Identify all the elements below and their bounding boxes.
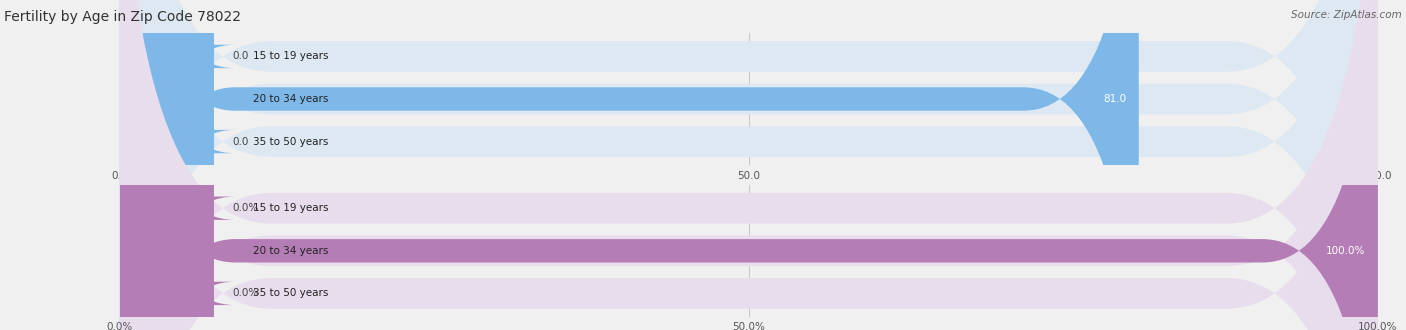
FancyBboxPatch shape xyxy=(98,0,235,330)
Text: 20 to 34 years: 20 to 34 years xyxy=(253,94,328,104)
Text: 35 to 50 years: 35 to 50 years xyxy=(253,137,328,147)
Text: 81.0: 81.0 xyxy=(1104,94,1126,104)
FancyBboxPatch shape xyxy=(120,0,1378,330)
Text: 100.0%: 100.0% xyxy=(1326,246,1365,256)
Text: 0.0%: 0.0% xyxy=(233,288,259,298)
FancyBboxPatch shape xyxy=(120,0,1378,330)
Text: 35 to 50 years: 35 to 50 years xyxy=(253,288,328,298)
FancyBboxPatch shape xyxy=(120,0,1139,330)
FancyBboxPatch shape xyxy=(120,0,1378,330)
Text: Source: ZipAtlas.com: Source: ZipAtlas.com xyxy=(1291,10,1402,20)
Text: Fertility by Age in Zip Code 78022: Fertility by Age in Zip Code 78022 xyxy=(4,10,242,24)
FancyBboxPatch shape xyxy=(98,0,235,330)
Text: 15 to 19 years: 15 to 19 years xyxy=(253,51,329,61)
Text: 20 to 34 years: 20 to 34 years xyxy=(253,246,328,256)
Text: 0.0%: 0.0% xyxy=(233,203,259,213)
Text: 15 to 19 years: 15 to 19 years xyxy=(253,203,329,213)
FancyBboxPatch shape xyxy=(98,0,235,330)
FancyBboxPatch shape xyxy=(120,0,1378,330)
FancyBboxPatch shape xyxy=(120,0,1378,330)
Text: 0.0: 0.0 xyxy=(233,137,249,147)
FancyBboxPatch shape xyxy=(98,0,235,330)
FancyBboxPatch shape xyxy=(120,0,1378,330)
Text: 0.0: 0.0 xyxy=(233,51,249,61)
FancyBboxPatch shape xyxy=(120,0,1378,330)
